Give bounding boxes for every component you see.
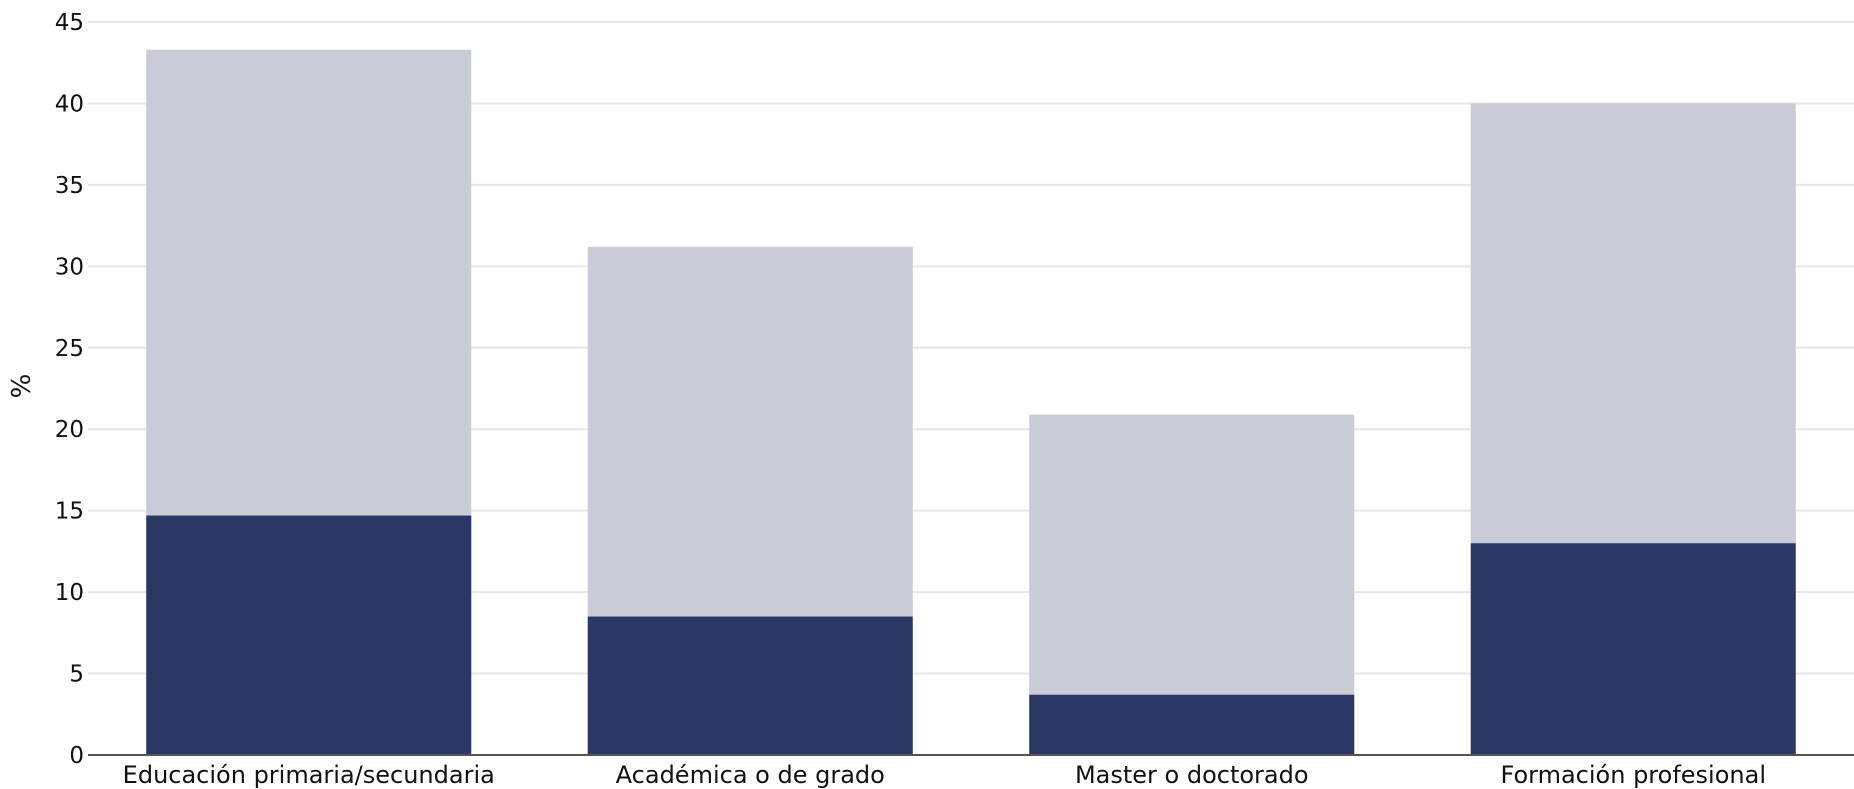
bar-series-2-4 [1470, 543, 1796, 755]
y-tick-label: 35 [55, 173, 84, 199]
y-axis-title: % [7, 374, 37, 399]
bar-series-2-2 [587, 616, 913, 755]
y-tick-label: 45 [55, 10, 84, 36]
bar-series-2-1 [146, 515, 472, 755]
y-tick-label: 20 [55, 417, 84, 443]
bars [146, 49, 1796, 756]
y-tick-label: 15 [55, 499, 84, 525]
bar-series-2-3 [1029, 694, 1355, 755]
y-tick-label: 40 [55, 91, 84, 117]
y-tick-labels: 0 5 10 15 20 25 30 35 40 45 [55, 10, 84, 769]
y-tick-label: 25 [55, 336, 84, 362]
y-tick-label: 10 [55, 580, 84, 606]
x-category-label: Académica o de grado [616, 761, 885, 789]
x-category-label: Formación profesional [1501, 761, 1766, 789]
x-category-label: Master o doctorado [1075, 761, 1309, 789]
x-category-label: Educación primaria/secundaria [123, 761, 495, 789]
y-tick-label: 5 [69, 662, 84, 688]
x-tick-labels: Educación primaria/secundaria Académica o… [123, 761, 1766, 789]
y-tick-label: 30 [55, 254, 84, 280]
y-tick-label: 0 [69, 743, 84, 769]
